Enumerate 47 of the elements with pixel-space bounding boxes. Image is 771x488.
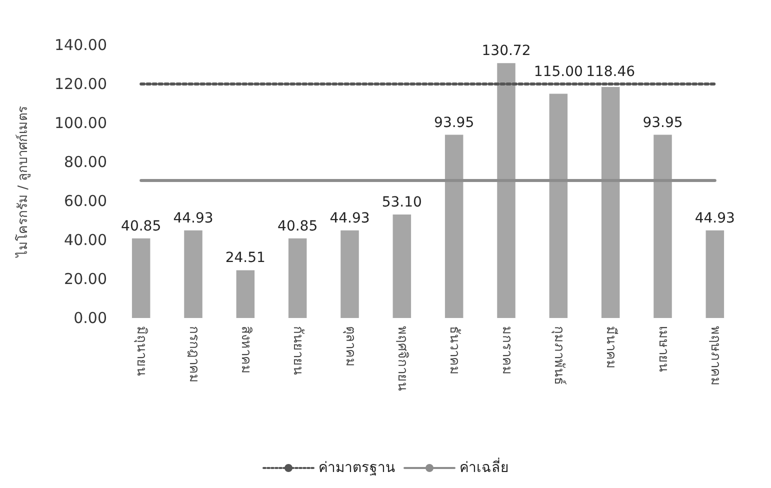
y-tick-label: 140.00 <box>54 36 107 54</box>
data-label: 130.72 <box>482 43 531 60</box>
bar <box>236 270 255 318</box>
y-tick-label: 80.00 <box>64 153 107 171</box>
legend-label: ค่าเฉลี่ย <box>460 458 508 476</box>
data-label: 118.46 <box>586 64 636 80</box>
x-tick-label: เมษายน <box>655 326 670 372</box>
data-label: 40.85 <box>278 218 318 234</box>
bar <box>184 230 202 318</box>
bar <box>288 238 307 318</box>
bar <box>654 134 672 318</box>
data-label: 44.93 <box>173 210 214 226</box>
y-tick-label: 120.00 <box>54 75 107 93</box>
x-tick-label: กรกฎาคม <box>186 326 201 383</box>
bar <box>601 87 620 318</box>
y-tick-label: 100.00 <box>54 114 107 132</box>
data-label: 93.95 <box>642 114 683 131</box>
data-label: 44.93 <box>330 210 370 226</box>
bar <box>444 134 464 318</box>
y-tick-label: 20.00 <box>64 270 107 288</box>
y-tick-label: 0.00 <box>74 309 107 327</box>
data-label: 44.93 <box>694 210 735 226</box>
y-axis-title: ไมโครกรัม / ลูกบาศก์เมตร <box>15 106 31 258</box>
data-label: 115.00 <box>534 64 583 80</box>
data-label: 40.85 <box>121 218 162 234</box>
x-tick-label: ธันวาคม <box>446 326 462 375</box>
data-label: 93.95 <box>434 114 474 131</box>
x-tick-label: มิถุนายน <box>134 326 149 376</box>
y-tick-label: 40.00 <box>64 231 107 249</box>
x-tick-label: พฤษภาคม <box>707 326 722 386</box>
x-tick-label: มกราคม <box>498 326 514 375</box>
x-tick-label: กุมภาพันธ์ <box>550 326 567 385</box>
legend-label: ค่ามาตรฐาน <box>318 460 396 476</box>
bar <box>497 63 516 318</box>
bar <box>340 230 359 318</box>
x-tick-label: พฤศจิกายน <box>394 326 410 391</box>
bar <box>706 230 724 318</box>
bar <box>132 238 150 318</box>
x-tick-label: กันยายน <box>290 326 306 375</box>
y-tick-label: 60.00 <box>64 192 107 210</box>
x-tick-label: ตุลาคม <box>342 326 358 367</box>
data-label: 24.51 <box>225 250 266 266</box>
bar <box>549 94 568 318</box>
bar <box>392 214 412 318</box>
x-tick-label: มีนาคม <box>603 326 620 369</box>
data-label: 53.10 <box>382 194 422 210</box>
x-tick-label: สิงหาคม <box>238 326 253 374</box>
